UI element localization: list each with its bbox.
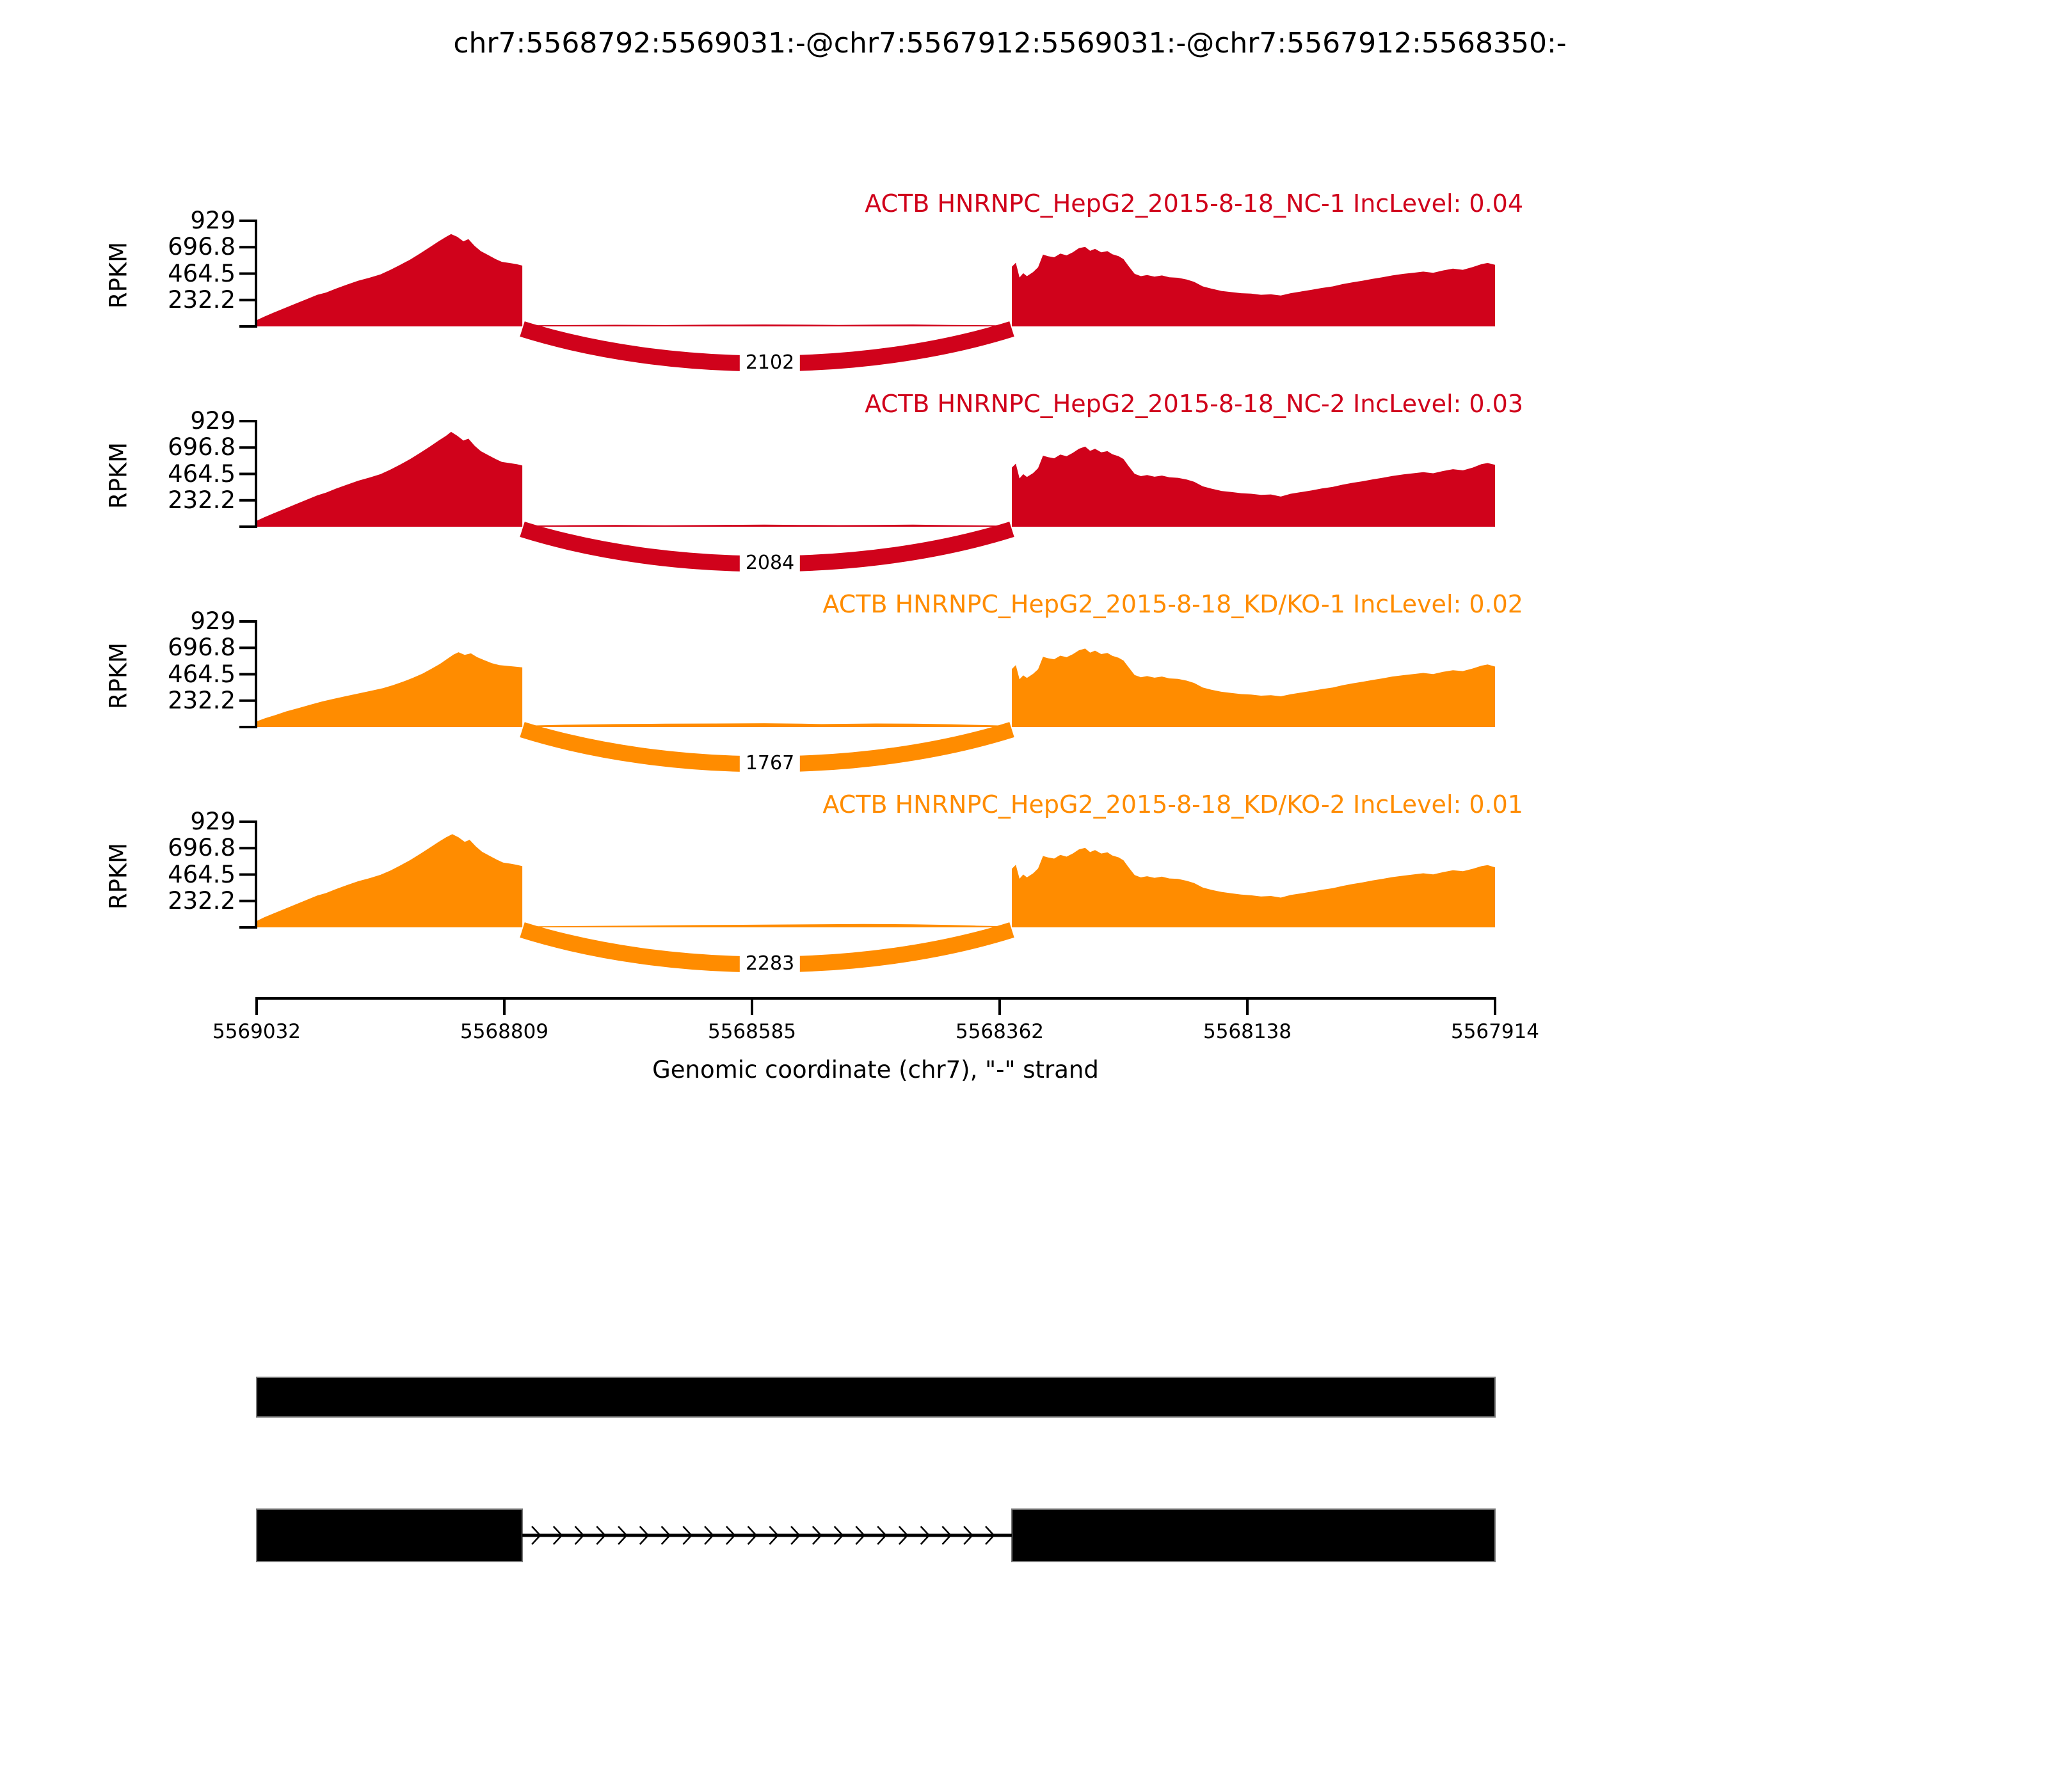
y-tick-label: 232.2 bbox=[168, 887, 236, 915]
x-tick-label: 5569032 bbox=[212, 1020, 301, 1043]
gene-model-exon bbox=[1011, 1508, 1496, 1562]
track-title-nc-2: ACTB HNRNPC_HepG2_2015-8-18_NC-2 IncLeve… bbox=[865, 390, 1523, 418]
coverage-area bbox=[257, 234, 523, 326]
coverage-area bbox=[1012, 246, 1495, 326]
coverage-area bbox=[524, 324, 1006, 326]
y-tick-label: 929 bbox=[190, 808, 236, 835]
y-axis-label: RPKM bbox=[104, 442, 132, 509]
x-axis-label: Genomic coordinate (chr7), "-" strand bbox=[652, 1056, 1099, 1084]
junction-count-nc-1: 2102 bbox=[739, 351, 801, 374]
y-tick-label: 696.8 bbox=[168, 834, 236, 861]
y-tick-label: 232.2 bbox=[168, 286, 236, 314]
y-tick-label: 696.8 bbox=[168, 233, 236, 260]
junction-count-nc-2: 2084 bbox=[739, 551, 801, 575]
coverage-area bbox=[257, 834, 523, 927]
y-axis bbox=[239, 420, 257, 528]
y-tick-label: 464.5 bbox=[168, 460, 236, 488]
junction-count-kdko-1: 1767 bbox=[739, 751, 801, 775]
coverage-area bbox=[1012, 446, 1495, 527]
y-tick-label: 696.8 bbox=[168, 433, 236, 461]
coverage-area bbox=[257, 431, 523, 527]
strand-direction-arrows bbox=[531, 1526, 995, 1545]
track-title-kdko-2: ACTB HNRNPC_HepG2_2015-8-18_KD/KO-2 IncL… bbox=[822, 790, 1523, 819]
y-tick-label: 232.2 bbox=[168, 687, 236, 714]
y-tick-label: 929 bbox=[190, 407, 236, 435]
coverage-area bbox=[524, 524, 1006, 527]
coverage-area bbox=[1012, 648, 1495, 727]
coverage-area bbox=[524, 924, 1006, 927]
x-tick-label: 5568809 bbox=[460, 1020, 549, 1043]
y-axis-label: RPKM bbox=[104, 642, 132, 710]
plot-title: chr7:5568792:5569031:-@chr7:5567912:5569… bbox=[453, 27, 1567, 60]
gene-model-exon bbox=[256, 1508, 524, 1562]
y-axis-label: RPKM bbox=[104, 241, 132, 309]
y-axis bbox=[239, 620, 257, 728]
coverage-area bbox=[1012, 847, 1495, 927]
y-tick-label: 696.8 bbox=[168, 634, 236, 661]
y-tick-label: 464.5 bbox=[168, 861, 236, 888]
gene-model-exon bbox=[256, 1377, 1496, 1418]
y-axis bbox=[239, 820, 257, 929]
y-tick-label: 232.2 bbox=[168, 486, 236, 514]
x-tick-label: 5568138 bbox=[1203, 1020, 1292, 1043]
y-tick-label: 929 bbox=[190, 607, 236, 635]
x-tick-label: 5567914 bbox=[1450, 1020, 1540, 1043]
track-title-nc-1: ACTB HNRNPC_HepG2_2015-8-18_NC-1 IncLeve… bbox=[865, 189, 1523, 218]
y-tick-label: 929 bbox=[190, 207, 236, 234]
y-axis bbox=[239, 220, 257, 328]
coverage-area bbox=[524, 723, 1006, 727]
y-axis-label: RPKM bbox=[104, 842, 132, 910]
y-tick-label: 464.5 bbox=[168, 660, 236, 688]
y-tick-label: 464.5 bbox=[168, 260, 236, 287]
track-title-kdko-1: ACTB HNRNPC_HepG2_2015-8-18_KD/KO-1 IncL… bbox=[822, 590, 1523, 618]
junction-count-kdko-2: 2283 bbox=[739, 952, 801, 975]
x-tick-label: 5568585 bbox=[707, 1020, 797, 1043]
x-tick-label: 5568362 bbox=[955, 1020, 1044, 1043]
coverage-area bbox=[257, 652, 523, 727]
